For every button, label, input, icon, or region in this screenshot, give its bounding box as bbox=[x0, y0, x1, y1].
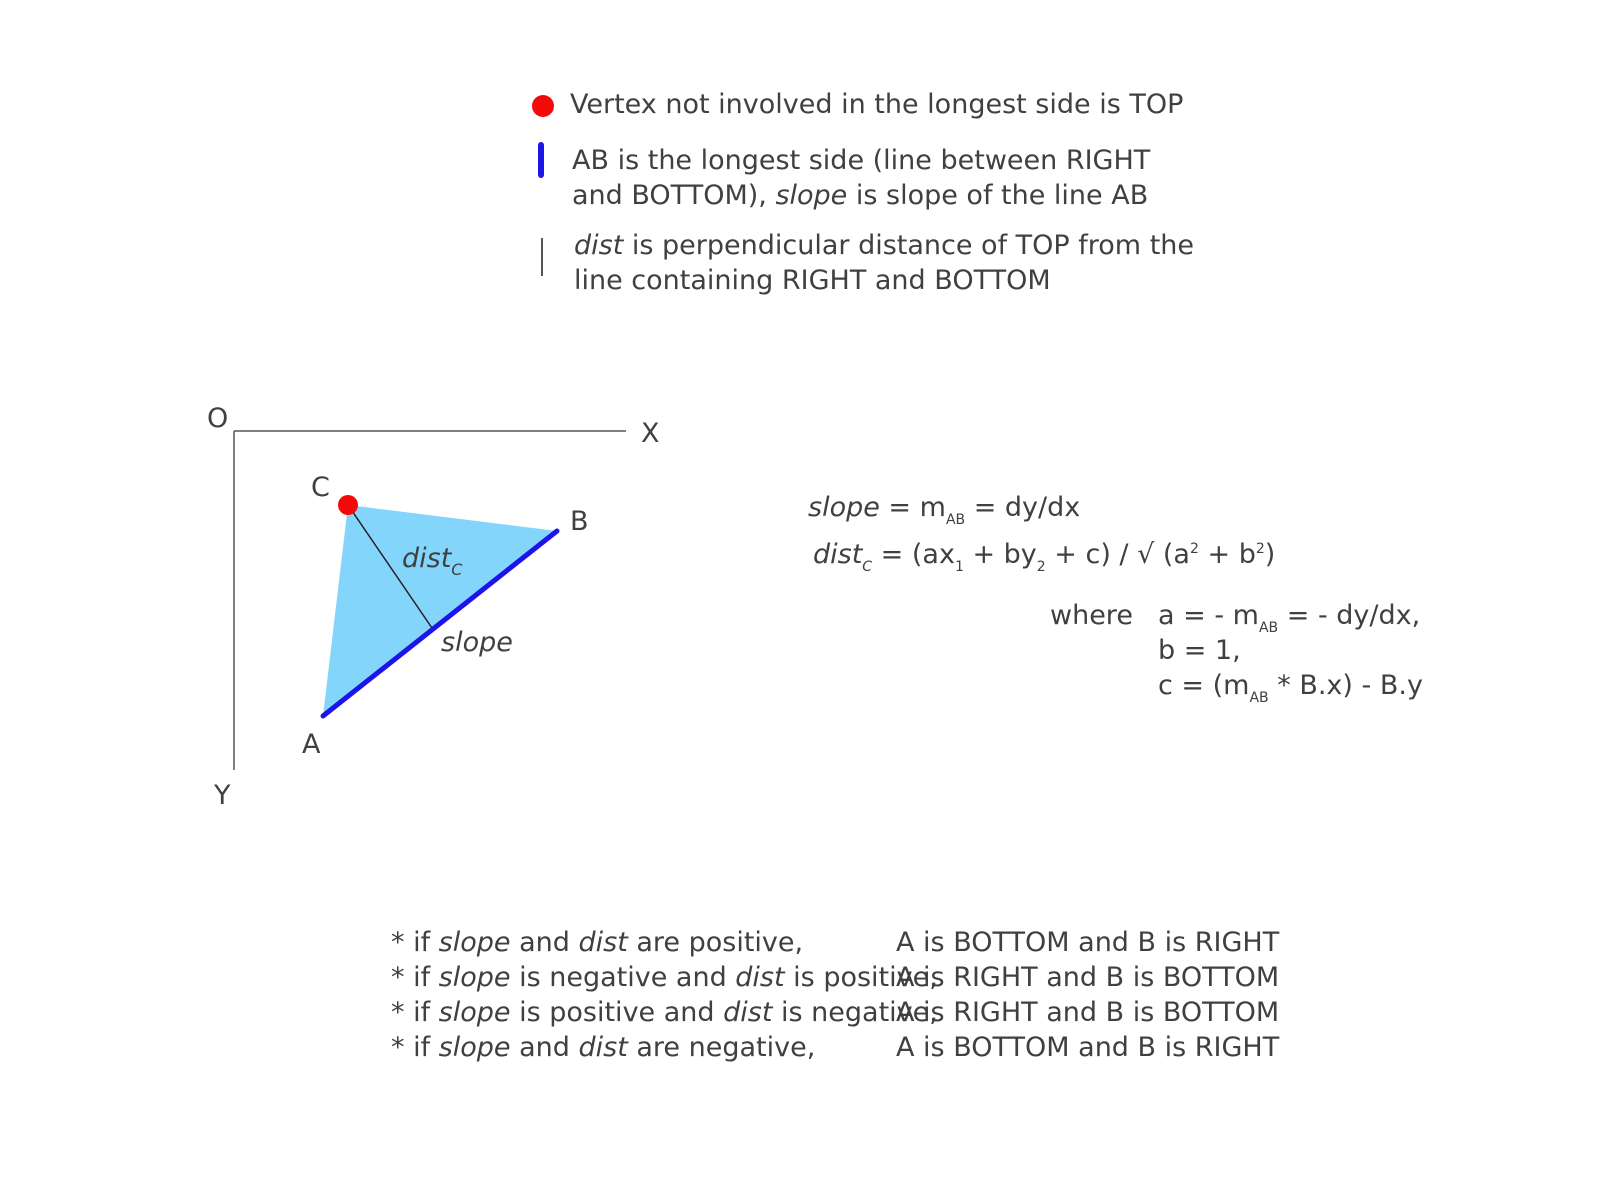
legend-dist-text: dist is perpendicular distance of TOP fr… bbox=[574, 230, 1195, 296]
dist-line bbox=[347, 504, 433, 629]
thin-line-icon bbox=[541, 238, 543, 276]
where-line-c: c = (mAB * B.x) - B.y bbox=[1158, 670, 1423, 706]
condition-result: A is RIGHT and B is BOTTOM bbox=[896, 962, 1280, 993]
vertex-c-label: C bbox=[311, 472, 330, 503]
origin-label: O bbox=[207, 403, 228, 434]
where-line-b: b = 1, bbox=[1158, 635, 1241, 666]
condition-text: * if slope is positive and dist is negat… bbox=[391, 997, 938, 1028]
side-ab bbox=[320, 528, 560, 719]
y-axis-label: Y bbox=[213, 780, 231, 811]
condition-row: * if slope and dist are positive, A is BO… bbox=[391, 925, 1279, 960]
condition-text: * if slope is negative and dist is posit… bbox=[391, 962, 938, 993]
vertex-a-label: A bbox=[302, 729, 321, 760]
blue-line-icon bbox=[538, 142, 544, 178]
condition-result: A is BOTTOM and B is RIGHT bbox=[896, 1032, 1280, 1063]
slope-label: slope bbox=[441, 627, 513, 658]
triangle-fill bbox=[323, 505, 557, 716]
vertex-c-dot bbox=[338, 495, 358, 515]
legend-longest-side-text: AB is the longest side (line between RIG… bbox=[572, 145, 1151, 211]
dist-label-main: dist bbox=[402, 543, 453, 574]
condition-result: A is BOTTOM and B is RIGHT bbox=[896, 927, 1280, 958]
condition-result: A is RIGHT and B is BOTTOM bbox=[896, 997, 1280, 1028]
dist-label-sub: C bbox=[451, 560, 463, 579]
legend-top-vertex-text: Vertex not involved in the longest side … bbox=[570, 89, 1184, 120]
where-label: where bbox=[1050, 600, 1133, 631]
dist-formula: distC = (ax1 + by2 + c) / √ (a2 + b2) bbox=[813, 539, 1276, 575]
dist-label: distC bbox=[402, 543, 463, 579]
condition-text: * if slope and dist are negative, bbox=[391, 1032, 816, 1063]
red-dot-icon bbox=[532, 95, 554, 117]
condition-row: * if slope is positive and dist is negat… bbox=[391, 995, 1279, 1030]
x-axis-label: X bbox=[641, 418, 660, 449]
where-line-a: a = - mAB = - dy/dx, bbox=[1158, 600, 1421, 636]
condition-row: * if slope is negative and dist is posit… bbox=[391, 960, 1279, 995]
condition-text: * if slope and dist are positive, bbox=[391, 927, 804, 958]
condition-row: * if slope and dist are negative, A is BO… bbox=[391, 1030, 1279, 1065]
slope-formula: slope = mAB = dy/dx bbox=[808, 492, 1081, 528]
vertex-b-label: B bbox=[570, 506, 589, 537]
